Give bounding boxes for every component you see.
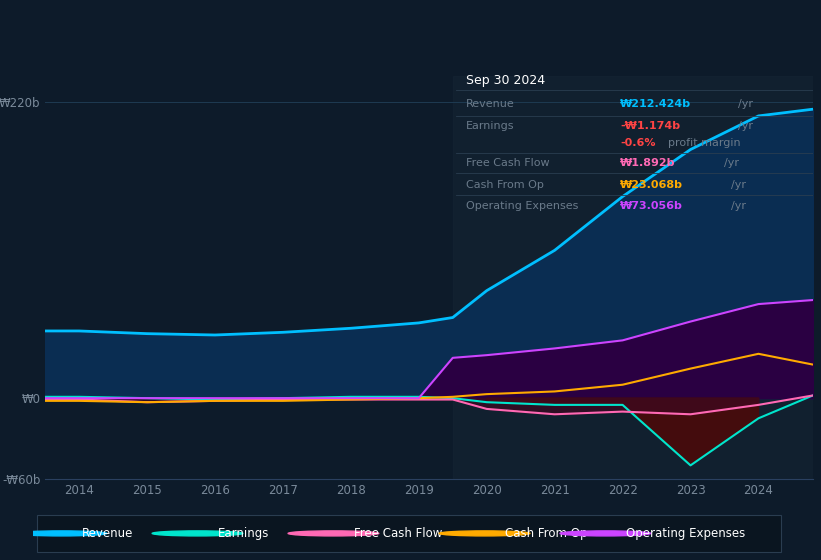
Text: ₩73.056b: ₩73.056b: [620, 201, 683, 211]
Text: Earnings: Earnings: [466, 122, 515, 131]
Text: /yr: /yr: [738, 122, 753, 131]
Text: -₩1.174b: -₩1.174b: [620, 122, 680, 131]
Text: Earnings: Earnings: [218, 527, 269, 540]
Text: Revenue: Revenue: [82, 527, 133, 540]
Text: /yr: /yr: [731, 180, 745, 189]
Text: Free Cash Flow: Free Cash Flow: [354, 527, 443, 540]
Text: /yr: /yr: [731, 201, 745, 211]
Bar: [452, 76, 813, 479]
FancyBboxPatch shape: [37, 515, 781, 552]
Text: profit margin: profit margin: [668, 138, 741, 148]
Text: Operating Expenses: Operating Expenses: [626, 527, 745, 540]
Text: /yr: /yr: [738, 99, 753, 109]
Text: ₩1.892b: ₩1.892b: [620, 158, 676, 168]
Circle shape: [16, 531, 107, 536]
Circle shape: [439, 531, 530, 536]
Text: ₩212.424b: ₩212.424b: [620, 99, 691, 109]
Text: Operating Expenses: Operating Expenses: [466, 201, 579, 211]
Text: Sep 30 2024: Sep 30 2024: [466, 74, 545, 87]
Text: -0.6%: -0.6%: [620, 138, 655, 148]
Text: ₩23.068b: ₩23.068b: [620, 180, 683, 189]
Text: Cash From Op: Cash From Op: [505, 527, 587, 540]
Circle shape: [152, 531, 243, 536]
Circle shape: [560, 531, 651, 536]
Circle shape: [288, 531, 378, 536]
Text: /yr: /yr: [723, 158, 739, 168]
Text: Free Cash Flow: Free Cash Flow: [466, 158, 550, 168]
Text: Revenue: Revenue: [466, 99, 515, 109]
Text: Cash From Op: Cash From Op: [466, 180, 544, 189]
